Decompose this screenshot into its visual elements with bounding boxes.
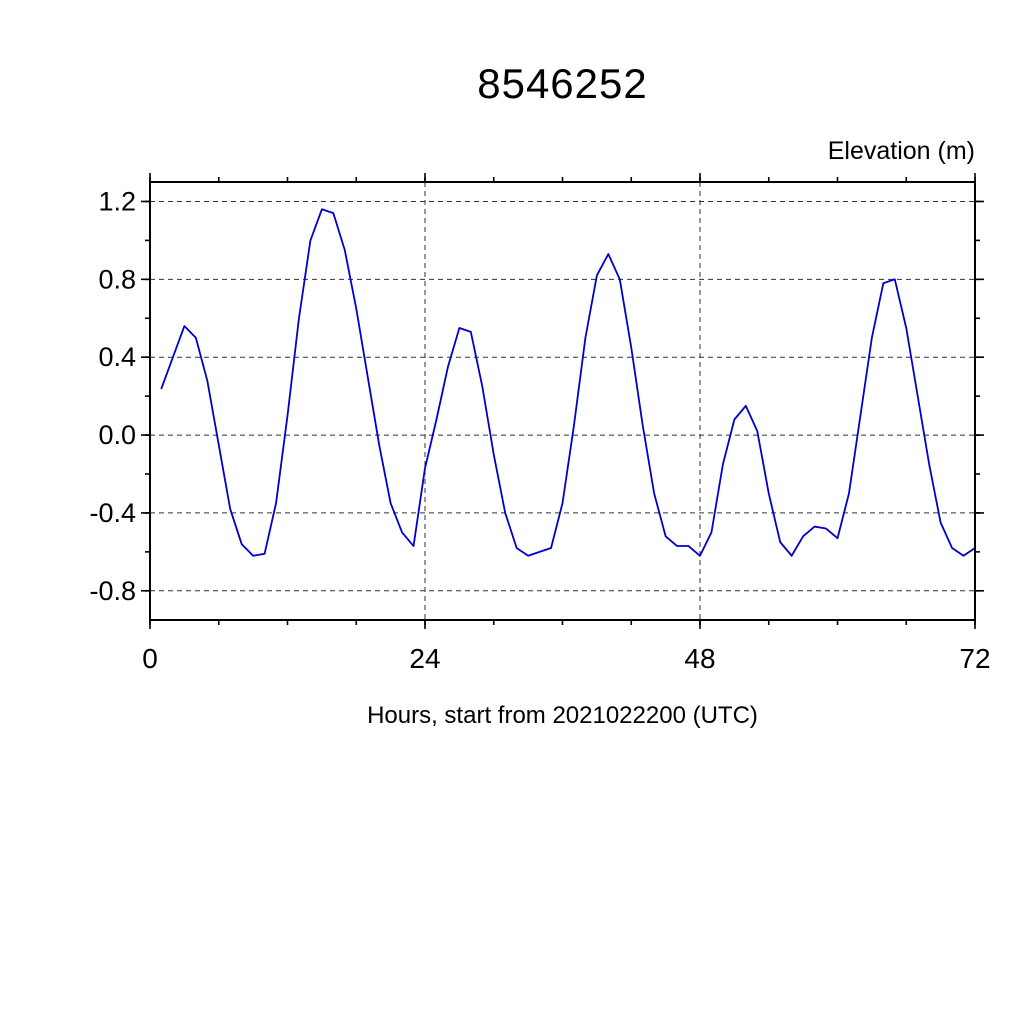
y-tick-label: -0.4 <box>89 498 136 528</box>
x-axis-title: Hours, start from 2021022200 (UTC) <box>367 702 758 729</box>
plot-frame <box>149 181 976 621</box>
x-tick-label: 24 <box>409 643 440 674</box>
y-tick-label: 1.2 <box>98 186 136 216</box>
y-axis-title: Elevation (m) <box>827 137 975 165</box>
x-tick-label: 0 <box>142 643 158 674</box>
y-tick-label: 0.0 <box>98 420 136 450</box>
elevation-series-line <box>160 208 976 557</box>
y-tick-label: 0.4 <box>98 342 136 372</box>
y-tick-label: -0.8 <box>89 576 136 606</box>
chart-title: 8546252 <box>477 60 648 107</box>
x-tick-label: 48 <box>684 643 715 674</box>
x-tick-label: 72 <box>959 643 990 674</box>
y-tick-label: 0.8 <box>98 264 136 294</box>
